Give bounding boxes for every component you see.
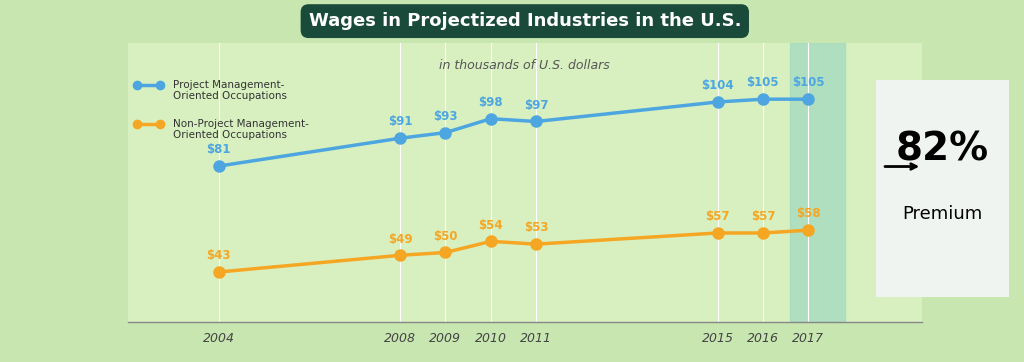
Text: $49: $49 — [388, 232, 413, 245]
Text: $98: $98 — [478, 96, 503, 109]
Non-PM — [439, 251, 452, 255]
Text: $53: $53 — [524, 222, 549, 234]
Non-PM — [394, 253, 407, 257]
Text: $57: $57 — [751, 210, 775, 223]
Text: Oriented Occupations: Oriented Occupations — [173, 130, 288, 140]
Non-PM — [484, 239, 497, 244]
PM — [757, 97, 769, 101]
Line: PM: PM — [213, 94, 814, 172]
Text: Non-Project Management-: Non-Project Management- — [173, 119, 309, 129]
PM — [484, 117, 497, 121]
Text: $50: $50 — [433, 230, 458, 243]
Text: $97: $97 — [524, 99, 549, 112]
Text: $105: $105 — [746, 76, 779, 89]
Text: $81: $81 — [207, 143, 231, 156]
PM — [530, 119, 543, 124]
Text: $104: $104 — [701, 79, 734, 92]
Text: Oriented Occupations: Oriented Occupations — [173, 91, 288, 101]
Non-PM — [530, 242, 543, 246]
Text: Wages in Projectized Industries in the U.S.: Wages in Projectized Industries in the U… — [308, 12, 741, 30]
Text: $54: $54 — [478, 219, 503, 232]
Text: $57: $57 — [706, 210, 730, 223]
PM — [802, 97, 814, 101]
Non-PM — [213, 270, 225, 274]
Text: 82%: 82% — [896, 130, 988, 168]
Text: Premium: Premium — [902, 205, 982, 223]
PM — [712, 100, 724, 104]
Text: $105: $105 — [792, 76, 824, 89]
Non-PM — [712, 231, 724, 235]
Non-PM — [802, 228, 814, 232]
Text: $91: $91 — [388, 115, 413, 129]
PM — [439, 130, 452, 135]
Line: Non-PM: Non-PM — [213, 225, 814, 278]
Text: in thousands of U.S. dollars: in thousands of U.S. dollars — [439, 59, 610, 72]
Text: $43: $43 — [207, 249, 231, 262]
Text: $93: $93 — [433, 110, 458, 123]
PM — [394, 136, 407, 140]
Text: $58: $58 — [796, 207, 820, 220]
Non-PM — [757, 231, 769, 235]
Text: Project Management-: Project Management- — [173, 80, 285, 90]
Bar — [791, 43, 845, 322]
PM — [213, 164, 225, 168]
